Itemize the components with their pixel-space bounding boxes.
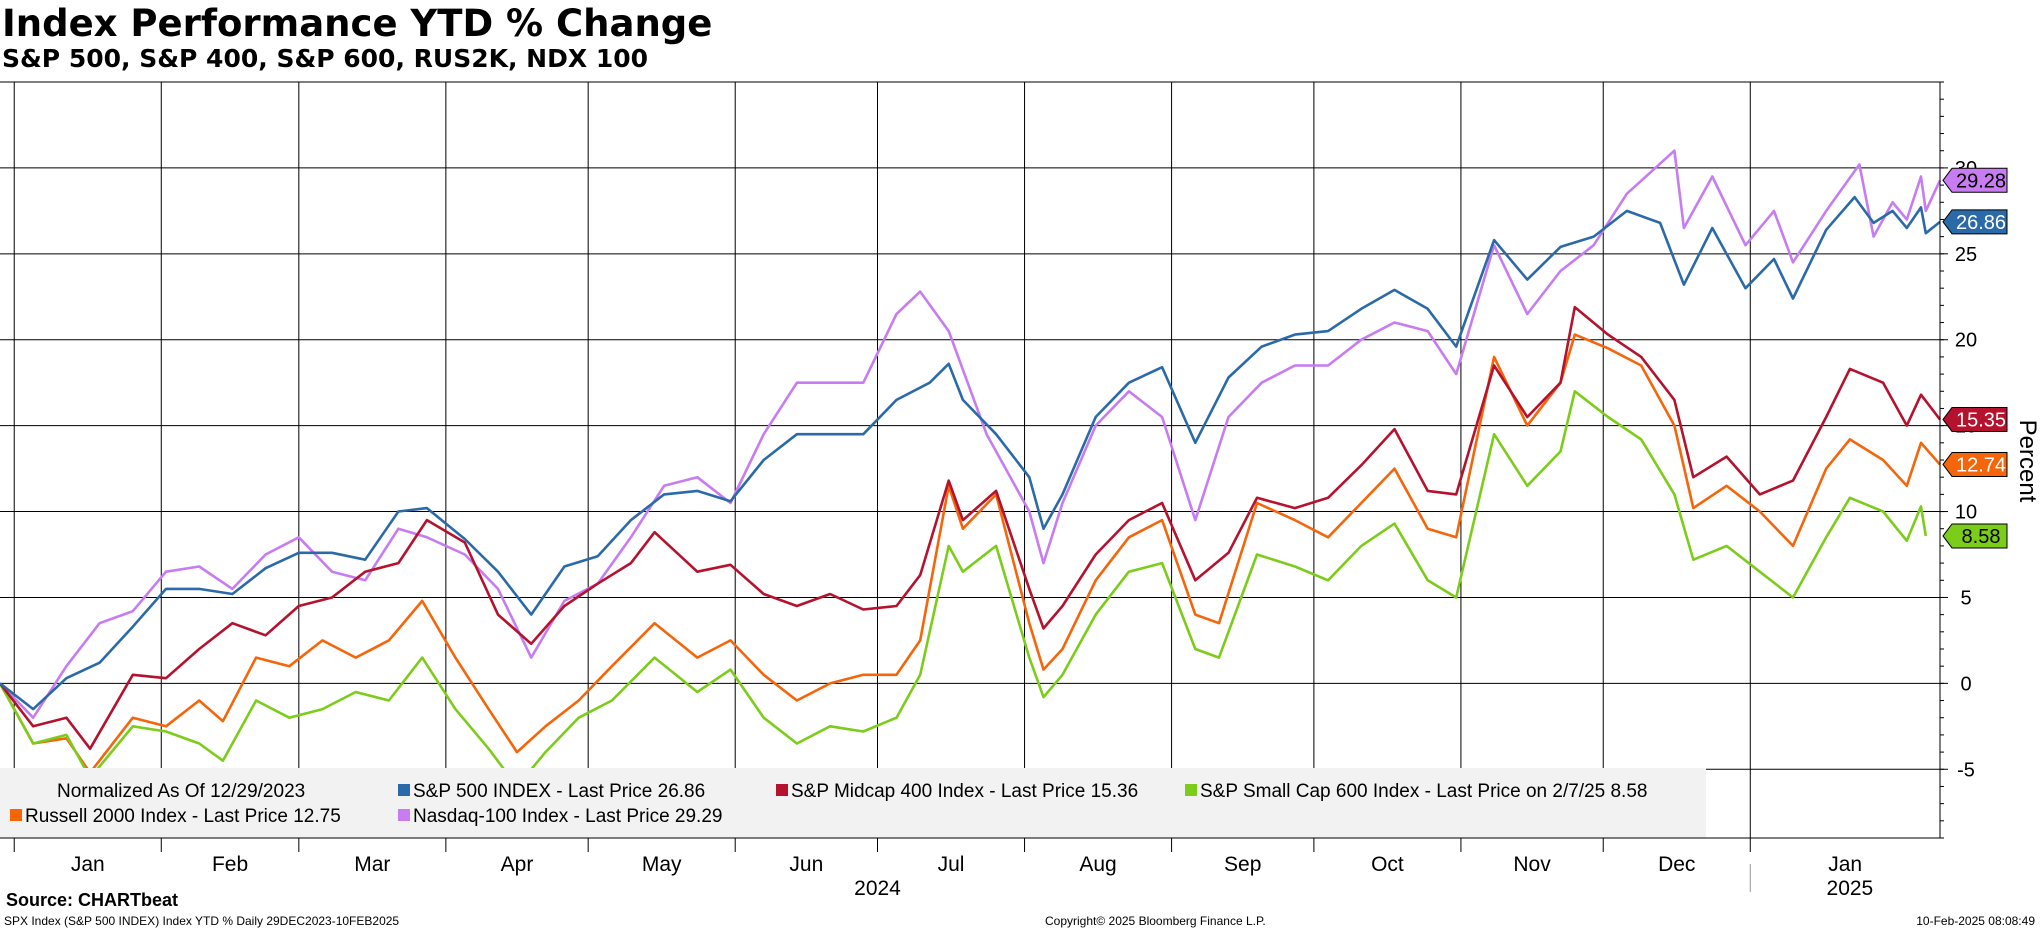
last-value-tag-nasdaq-100-index — [1942, 167, 2008, 193]
x-tick-label: Sep — [1224, 853, 1261, 876]
x-tick-label: Mar — [354, 853, 390, 876]
legend-normalized-note: Normalized As Of 12/29/2023 — [57, 781, 305, 802]
last-value-tag-s-p-small-cap-600-index — [1942, 523, 2008, 549]
last-value-label: 12.74 — [1956, 454, 2006, 476]
last-value-tags: 26.86 15.35 8.58 12.74 29.28 — [1942, 167, 2008, 549]
last-value-label: 8.58 — [1962, 526, 2001, 548]
legend-box — [0, 768, 1706, 838]
last-value-tag-s-p-midcap-400-index — [1942, 406, 2008, 432]
last-value-label: 26.86 — [1956, 212, 2006, 234]
x-tick-label: Jul — [938, 853, 965, 876]
gridlines — [0, 82, 1940, 838]
legend-entry: S&P Midcap 400 Index - Last Price 15.36 — [791, 781, 1138, 802]
legend: Normalized As Of 12/29/2023 S&P 500 INDEX… — [0, 768, 1706, 838]
timestamp: 10-Feb-2025 08:08:49 — [1916, 914, 2035, 928]
x-axis: Jan Feb Mar Apr May Jun Jul Aug Sep Oct Nov Dec Jan2… — [13, 838, 1874, 900]
y-tick-label: 20 — [1955, 330, 1977, 352]
legend-swatch — [776, 784, 788, 796]
y-tick-label: 10 — [1955, 502, 1977, 524]
plot-frame — [0, 81, 1941, 839]
ticker-info: SPX Index (S&P 500 INDEX) Index YTD % Da… — [4, 914, 400, 928]
x-tick-label: Nov — [1513, 853, 1551, 876]
y-axis-label: Percent — [2014, 420, 2041, 503]
copyright: Copyright© 2025 Bloomberg Finance L.P. — [1045, 914, 1266, 928]
legend-swatch — [398, 784, 410, 796]
legend-swatch — [1185, 784, 1197, 796]
x-tick-label: Jan — [71, 853, 105, 876]
legend-entry: S&P Small Cap 600 Index - Last Price on … — [1200, 781, 1647, 802]
chart-subtitle: S&P 500, S&P 400, S&P 600, RUS2K, NDX 10… — [2, 44, 649, 73]
legend-swatch — [398, 809, 410, 821]
legend-entry: Nasdaq-100 Index - Last Price 29.29 — [413, 806, 722, 827]
series-line-nasdaq-100-index — [0, 149, 1942, 719]
year-label: 2024 — [854, 877, 901, 900]
y-tick-label: -5 — [1957, 759, 1975, 781]
legend-swatch — [10, 809, 22, 821]
last-value-tag-s-p-500-index — [1942, 209, 2008, 235]
series-line-s-p-small-cap-600-index — [0, 390, 1928, 788]
legend-entry: S&P 500 INDEX - Last Price 26.86 — [413, 781, 705, 802]
x-tick-label: Apr — [501, 853, 534, 876]
year-label: 2025 — [1827, 877, 1874, 900]
x-tick-label: Oct — [1371, 853, 1404, 876]
source-note: Source: CHARTbeat — [6, 890, 179, 910]
x-tick-label: Aug — [1079, 853, 1116, 876]
last-value-label: 15.35 — [1956, 409, 2006, 431]
last-value-label: 29.28 — [1956, 170, 2006, 192]
series-line-s-p-500-index — [0, 195, 1941, 711]
x-tick-label: Jun — [789, 853, 823, 876]
y-tick-label: 0 — [1960, 673, 1971, 695]
x-tick-label: Dec — [1658, 853, 1695, 876]
x-tick-label: Jan — [1828, 853, 1862, 876]
series-line-s-p-midcap-400-index — [0, 305, 1942, 750]
x-tick-label: Feb — [212, 853, 248, 876]
last-value-tag-russell-2000-index — [1942, 451, 2008, 477]
y-tick-label: 25 — [1955, 244, 1977, 266]
series-lines — [0, 149, 1942, 788]
legend-entry: Russell 2000 Index - Last Price 12.75 — [25, 806, 341, 827]
series-line-russell-2000-index — [0, 333, 1941, 774]
chart-title: Index Performance YTD % Change — [2, 2, 713, 45]
x-tick-label: May — [642, 853, 682, 876]
y-tick-label: 5 — [1960, 587, 1971, 609]
